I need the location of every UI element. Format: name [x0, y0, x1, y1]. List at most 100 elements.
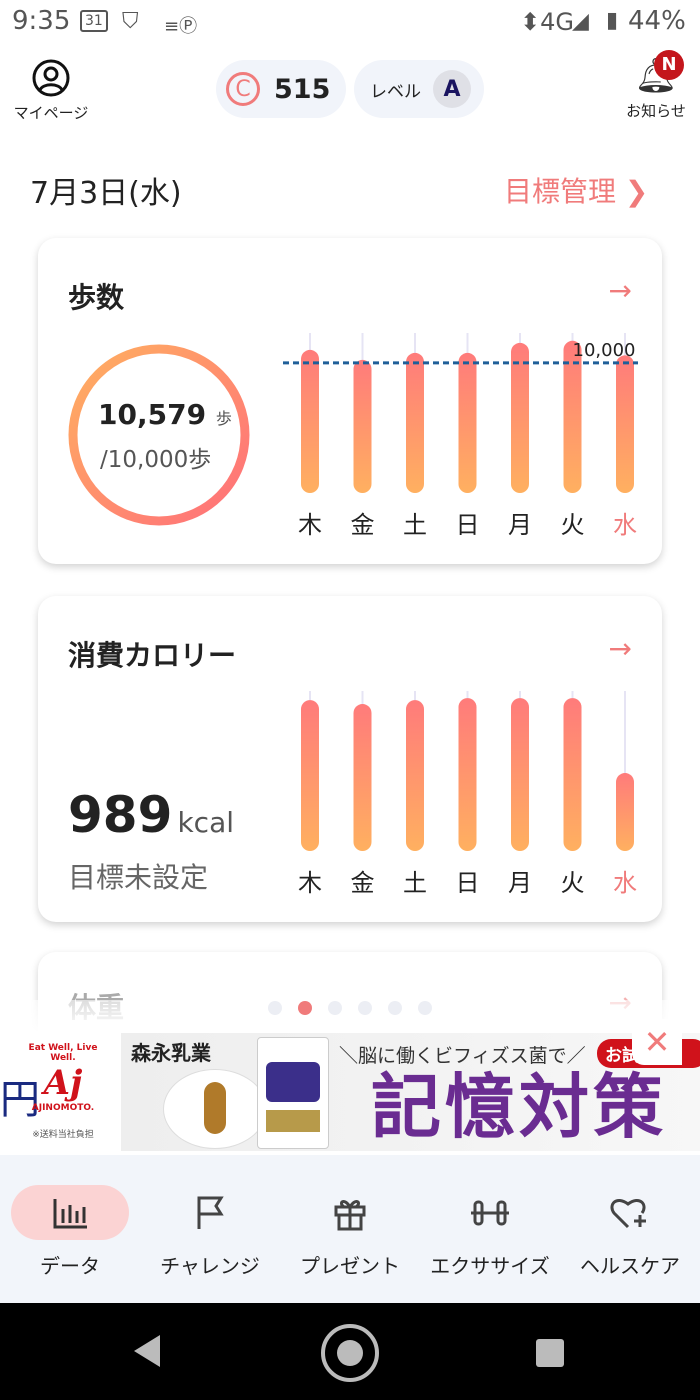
day-label: 日	[456, 869, 480, 897]
battery-level: 44%	[628, 6, 686, 36]
nav-label: エクササイズ	[430, 1254, 550, 1278]
product-package-image	[257, 1037, 329, 1149]
bar-火[interactable]	[563, 340, 582, 493]
goal-management-link[interactable]: 目標管理 ❯	[504, 170, 648, 210]
shield-icon: ⛉	[122, 9, 139, 34]
page-dot[interactable]	[328, 1001, 342, 1015]
back-icon[interactable]	[130, 1333, 164, 1369]
dumbbell-icon	[455, 1185, 525, 1240]
page-dot[interactable]	[298, 1001, 312, 1015]
bar-木[interactable]	[301, 349, 319, 493]
day-label: 水	[613, 511, 637, 539]
mypage-label: マイページ	[13, 104, 89, 122]
battery-icon: ▮	[606, 8, 619, 33]
page-indicator	[268, 1001, 432, 1015]
steps-title: 歩数	[68, 281, 125, 314]
morinaga-logo: 森永乳業	[131, 1041, 211, 1065]
steps-card[interactable]: 歩数 → 10,579 歩 /10,000歩 木 金土 日月 火水 10,000	[38, 238, 662, 564]
bar-月[interactable]	[511, 698, 529, 851]
nav-label: プレゼント	[300, 1254, 400, 1278]
coin-count: 515	[274, 73, 331, 105]
parking-icon: ≡Ⓟ	[164, 16, 198, 37]
steps-value: 10,579 歩	[98, 398, 232, 431]
bar-日[interactable]	[458, 698, 477, 851]
nav-item-bar-chart[interactable]: データ	[0, 1155, 140, 1303]
day-label: 木	[298, 869, 322, 897]
coin-icon: C	[226, 72, 260, 106]
page-dot[interactable]	[358, 1001, 372, 1015]
page-dot[interactable]	[268, 1001, 282, 1015]
chevron-right-icon: ❯	[624, 175, 649, 208]
level-badge: A	[433, 70, 471, 108]
status-time: 9:35	[12, 6, 71, 36]
capsule-image	[163, 1069, 267, 1149]
mypage-button[interactable]: マイページ	[10, 58, 92, 123]
day-label: 土	[403, 511, 427, 539]
bar-金[interactable]	[353, 359, 372, 493]
notification-badge: N	[654, 50, 684, 80]
day-label: 金	[351, 511, 375, 539]
calorie-goal: 目標未設定	[68, 861, 209, 894]
bar-火[interactable]	[563, 698, 582, 851]
nav-label: チャレンジ	[160, 1254, 260, 1278]
flag-icon	[175, 1185, 245, 1240]
recents-icon[interactable]	[536, 1339, 566, 1369]
ad-headline: ＼脳に働くビフィズス菌で／	[339, 1045, 586, 1067]
bar-木[interactable]	[301, 700, 319, 851]
ajinomoto-logo: Eat Well, Live Well. Aj AJINOMOTO. ※送料当社負担	[28, 1043, 98, 1140]
page-dot[interactable]	[418, 1001, 432, 1015]
day-label: 日	[456, 511, 480, 539]
home-icon[interactable]	[320, 1323, 380, 1383]
calorie-chart: 木 金土 日月 火水	[298, 691, 637, 897]
nav-label: ヘルスケア	[580, 1254, 680, 1278]
steps-progress-ring	[68, 344, 250, 526]
bar-chart-icon	[11, 1185, 129, 1240]
bar-土[interactable]	[406, 700, 424, 851]
nav-item-heart-plus[interactable]: ヘルスケア	[560, 1155, 700, 1303]
calorie-card[interactable]: 消費カロリー → 989 kcal 目標未設定 木 金土 日月 火水	[38, 596, 662, 922]
day-label: 土	[403, 869, 427, 897]
level-pill[interactable]: レベル A	[354, 60, 484, 118]
level-label: レベル	[370, 81, 421, 102]
nav-label: データ	[40, 1254, 100, 1278]
page-dot[interactable]	[388, 1001, 402, 1015]
close-icon: ✕	[643, 1023, 671, 1061]
nav-item-flag[interactable]: チャレンジ	[140, 1155, 280, 1303]
goal-line-label: 10,000	[573, 340, 636, 361]
goal-management-label: 目標管理	[504, 175, 617, 208]
close-ad-button[interactable]: ✕	[632, 1019, 682, 1065]
day-label: 火	[561, 869, 585, 897]
day-label: 木	[298, 511, 322, 539]
bar-土[interactable]	[406, 352, 424, 493]
ad-product-name: 記憶対策	[371, 1066, 667, 1148]
signal-icon: ◢	[572, 9, 589, 34]
date-title: 7月3日(水)	[30, 176, 182, 211]
status-bar: 9:35 31 ⛉ ≡Ⓟ ⬍4G ◢ ▮ 44%	[0, 0, 700, 46]
day-label: 月	[508, 869, 532, 897]
arrow-right-icon[interactable]: →	[608, 274, 632, 307]
bar-水[interactable]	[616, 355, 634, 493]
user-icon	[32, 59, 70, 97]
bar-水[interactable]	[616, 773, 634, 851]
calorie-value: 989 kcal	[68, 786, 235, 844]
coins-pill[interactable]: C 515	[216, 60, 346, 118]
nav-item-gift[interactable]: プレゼント	[280, 1155, 420, 1303]
ad-banner[interactable]: 円 Eat Well, Live Well. Aj AJINOMOTO. ※送料当社…	[0, 1019, 700, 1151]
steps-goal: /10,000歩	[100, 447, 212, 473]
day-label: 水	[613, 869, 637, 897]
steps-chart: 木 金土 日月 火水 10,000	[283, 333, 638, 539]
bar-金[interactable]	[353, 704, 372, 851]
gift-icon	[315, 1185, 385, 1240]
system-navigation-bar	[0, 1303, 700, 1400]
bar-月[interactable]	[511, 342, 529, 493]
notifications-label: お知らせ	[626, 102, 686, 120]
day-label: 金	[351, 869, 375, 897]
day-label: 火	[561, 511, 585, 539]
bar-日[interactable]	[458, 352, 477, 493]
notifications-button[interactable]: 🔔︎ N お知らせ	[618, 50, 694, 121]
arrow-right-icon[interactable]: →	[608, 632, 632, 665]
nav-item-dumbbell[interactable]: エクササイズ	[420, 1155, 560, 1303]
day-label: 月	[508, 511, 532, 539]
heart-plus-icon	[595, 1185, 665, 1240]
calendar-icon: 31	[80, 10, 108, 32]
